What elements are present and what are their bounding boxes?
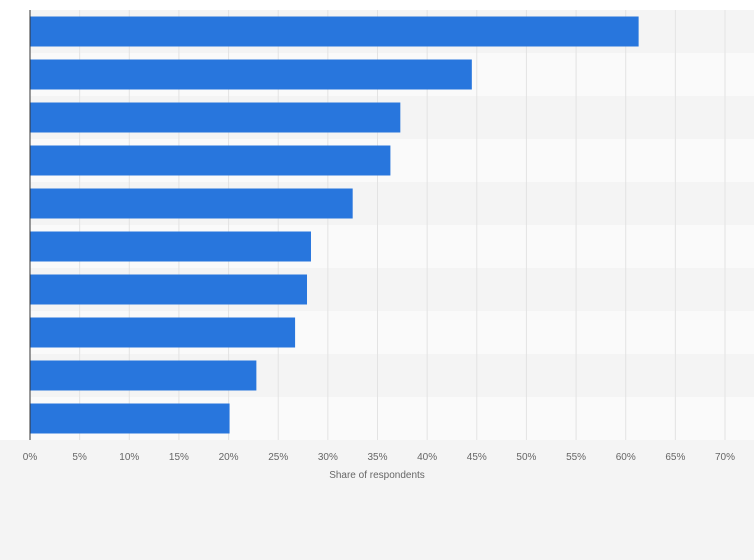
bar — [30, 231, 311, 262]
x-tick-label: 20% — [219, 452, 239, 463]
x-tick-label: 65% — [665, 452, 685, 463]
x-tick-label: 25% — [268, 452, 288, 463]
x-tick-label: 70% — [715, 452, 735, 463]
bar — [30, 317, 296, 348]
x-tick-label: 10% — [119, 452, 139, 463]
bar — [30, 360, 257, 391]
bar — [30, 16, 639, 47]
bar — [30, 102, 401, 133]
x-tick-label: 50% — [516, 452, 536, 463]
bars — [30, 16, 639, 434]
x-tick-label: 30% — [318, 452, 338, 463]
bar — [30, 403, 230, 434]
x-tick-label: 35% — [367, 452, 387, 463]
x-tick-label: 0% — [23, 452, 38, 463]
x-tick-label: 5% — [72, 452, 87, 463]
x-tick-label: 45% — [467, 452, 487, 463]
x-tick-label: 60% — [616, 452, 636, 463]
bar — [30, 274, 308, 305]
x-axis-ticks: 0% 5% 10% 15% 20% 25% 30% 35% 40% 45% 50% 55% 60% 65%… — [23, 452, 735, 463]
x-axis-title: Share of respondents — [329, 470, 425, 481]
x-tick-label: 40% — [417, 452, 437, 463]
x-tick-label: 55% — [566, 452, 586, 463]
x-tick-label: 15% — [169, 452, 189, 463]
bar — [30, 59, 472, 90]
bar — [30, 188, 353, 219]
bar — [30, 145, 391, 176]
gridlines — [79, 10, 726, 440]
